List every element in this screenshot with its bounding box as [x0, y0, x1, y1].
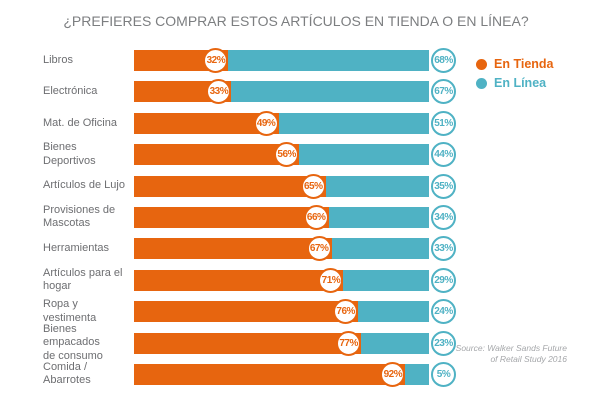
chart-row: Herramientas 67% 33%: [43, 236, 555, 262]
legend-label-en-tienda: En Tienda: [494, 57, 554, 71]
bar-segment-online: [405, 363, 429, 385]
chart-title: ¿PREFIERES COMPRAR ESTOS ARTÍCULOS EN TI…: [63, 13, 529, 29]
bar-track: 92% 5%: [134, 361, 456, 387]
chart-row: Mat. de Oficina 49% 51%: [43, 110, 555, 136]
source-line-2: of Retail Study 2016: [490, 354, 567, 365]
bar-segment-in-store: [134, 238, 332, 260]
value-badge-online: 33%: [431, 236, 456, 262]
category-label: Libros: [43, 53, 73, 66]
value-badge-online: 51%: [431, 110, 456, 136]
bar-segment-online: [328, 206, 429, 228]
category-label: Provisiones de Mascotas: [43, 204, 116, 230]
value-badge-in-store: 32%: [203, 48, 229, 73]
chart-row: Ropa y vestimenta 76% 24%: [43, 298, 555, 325]
chart-row: Libros 32% 68%: [43, 48, 555, 73]
category-label: Herramientas: [43, 242, 110, 255]
value-badge-in-store: 76%: [333, 299, 359, 325]
value-badge-online: 34%: [431, 204, 456, 230]
bar-segment-online: [299, 144, 429, 166]
category-label: Electrónica: [43, 85, 98, 98]
value-badge-online: 24%: [431, 299, 456, 325]
bar-segment-in-store: [134, 363, 406, 385]
legend-label-en-linea: En Línea: [494, 76, 547, 90]
chart-row: Electrónica 33% 67%: [43, 79, 555, 105]
legend-dot-en-linea-icon: [476, 77, 487, 89]
value-badge-online: 68%: [431, 48, 456, 73]
bar-segment-online: [358, 301, 429, 323]
bar-track: 66% 34%: [134, 204, 456, 230]
value-badge-in-store: 67%: [306, 236, 332, 262]
bar-segment-in-store: [134, 175, 326, 197]
bar-track: 32% 68%: [134, 48, 456, 73]
value-badge-in-store: 49%: [253, 110, 279, 136]
legend-item-en-linea: En Línea: [476, 76, 554, 90]
chart-row: Artículos para el hogar 71% 29%: [43, 266, 555, 293]
value-badge-online: 44%: [431, 142, 456, 168]
bar-track: 56% 44%: [134, 142, 456, 168]
value-badge-online: 29%: [431, 267, 456, 293]
value-badge-in-store: 92%: [380, 361, 406, 387]
bar-segment-in-store: [134, 206, 329, 228]
chart-row: Provisiones de Mascotas 66% 34%: [43, 204, 555, 230]
bar-track: 67% 33%: [134, 236, 456, 262]
bar-track: 76% 24%: [134, 299, 456, 325]
source-line-1: Source: Walker Sands Future: [455, 343, 567, 353]
value-badge-in-store: 33%: [206, 79, 232, 105]
bar-track: 65% 35%: [134, 173, 456, 199]
bar-segment-in-store: [134, 301, 359, 323]
value-badge-online: 67%: [431, 79, 456, 105]
bar-track: 77% 23%: [134, 330, 456, 356]
bar-segment-in-store: [134, 269, 344, 291]
value-badge-in-store: 65%: [300, 173, 326, 199]
category-label: Comida / Abarrotes: [43, 361, 91, 387]
category-label: Bienes Deportivos: [43, 141, 96, 167]
value-badge-online: 23%: [431, 330, 456, 356]
source-note: Source: Walker Sands Future of Retail St…: [456, 343, 567, 365]
value-badge-online: 35%: [431, 173, 456, 199]
value-badge-in-store: 66%: [303, 204, 329, 230]
bar-segment-online: [231, 81, 429, 103]
bar-track: 49% 51%: [134, 110, 456, 136]
category-label: Artículos para el hogar: [43, 266, 123, 293]
chart-row: Comida / Abarrotes 92% 5%: [43, 361, 555, 387]
value-badge-in-store: 71%: [318, 267, 344, 293]
value-badge-in-store: 77%: [336, 330, 362, 356]
legend-dot-en-tienda-icon: [476, 58, 487, 70]
bar-segment-online: [278, 112, 429, 134]
chart-rows: Libros 32% 68% Electrónica 33% 67% Mat. …: [43, 48, 555, 395]
category-label: Mat. de Oficina: [43, 116, 117, 129]
bar-segment-online: [325, 175, 429, 197]
bar-segment-in-store: [134, 332, 362, 354]
chart-row: Bienes empacados de consumo 77% 23%: [43, 323, 555, 362]
bar-segment-in-store: [134, 144, 300, 166]
legend-item-en-tienda: En Tienda: [476, 57, 554, 71]
category-label: Ropa y vestimenta: [43, 298, 97, 324]
chart-row: Bienes Deportivos 56% 44%: [43, 141, 555, 168]
category-label: Bienes empacados de consumo: [43, 322, 103, 362]
bar-track: 33% 67%: [134, 79, 456, 105]
bar-segment-online: [343, 269, 429, 291]
legend: En Tienda En Línea: [476, 57, 554, 95]
bar-segment-in-store: [134, 112, 279, 134]
chart-row: Artículos de Lujo 65% 35%: [43, 173, 555, 199]
value-badge-online: 5%: [431, 361, 456, 387]
category-label: Artículos de Lujo: [43, 179, 125, 192]
value-badge-in-store: 56%: [274, 142, 300, 168]
bar-track: 71% 29%: [134, 267, 456, 293]
bar-segment-online: [228, 50, 429, 71]
bar-segment-online: [361, 332, 429, 354]
bar-segment-online: [331, 238, 429, 260]
